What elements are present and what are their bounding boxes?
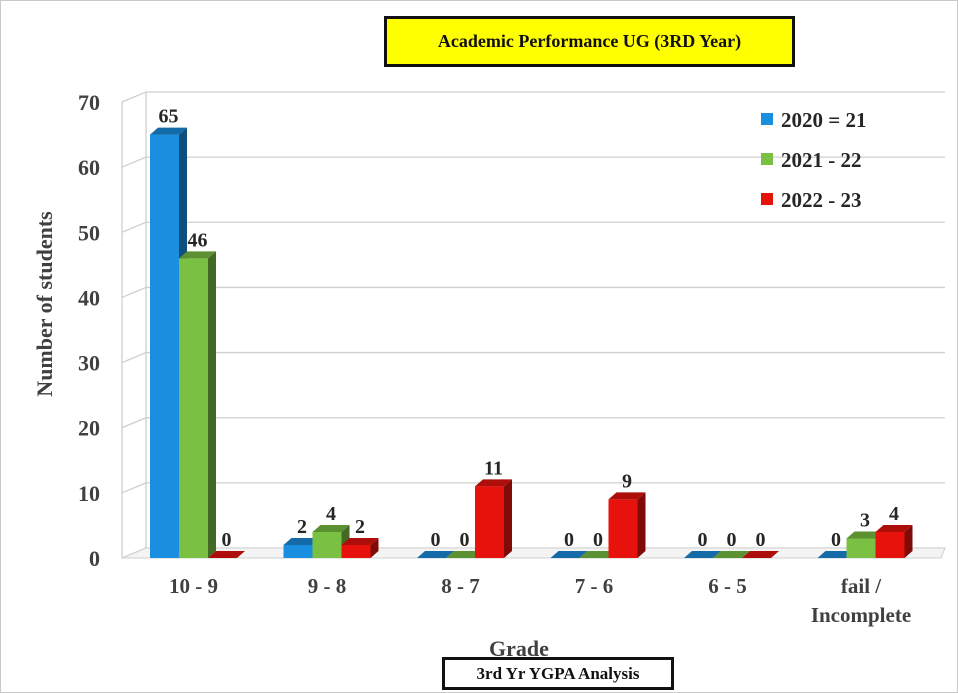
chart-caption: 3rd Yr YGPA Analysis: [442, 657, 674, 690]
bar-top: [550, 551, 588, 558]
legend-swatch: [761, 193, 773, 205]
legend-swatch: [761, 113, 773, 125]
y-tick-label: 40: [78, 285, 100, 310]
bar-top: [475, 479, 512, 487]
bar-top: [579, 551, 617, 558]
data-label: 4: [326, 503, 336, 525]
legend-label: 2022 - 23: [781, 188, 862, 212]
y-tick-label: 70: [78, 90, 100, 115]
data-label: 9: [622, 470, 632, 492]
x-axis-ticks: 10 - 9 9 - 8 8 - 7 7 - 6 6 - 5 fail / Incomple…: [169, 574, 911, 627]
bar-top: [446, 551, 483, 558]
y-axis-title: Number of students: [32, 211, 57, 397]
bar-top: [312, 524, 350, 532]
data-label: 0: [564, 529, 574, 551]
data-label: 0: [222, 529, 232, 551]
bars: [150, 127, 913, 559]
bar: [341, 544, 371, 558]
y-tick-label: 30: [78, 351, 100, 376]
data-label: 2: [355, 516, 365, 538]
y-tick-label: 10: [78, 481, 100, 506]
bar-top: [742, 551, 779, 558]
bar: [312, 531, 342, 558]
bar-side: [904, 524, 913, 558]
bar-top: [341, 537, 379, 545]
gridline-depth: [121, 156, 147, 168]
gridline-depth: [121, 221, 147, 233]
data-label: 46: [188, 229, 208, 251]
x-tick-label: 8 - 7: [441, 574, 480, 598]
y-tick-label: 20: [78, 416, 100, 441]
bar-side: [637, 492, 646, 558]
bar-top: [283, 537, 321, 545]
y-tick-label: 60: [78, 155, 100, 180]
data-label: 3: [860, 509, 870, 531]
data-label: 0: [593, 529, 603, 551]
x-tick-label: 9 - 8: [308, 574, 347, 598]
x-tick-label: 10 - 9: [169, 574, 218, 598]
legend-label: 2021 - 22: [781, 148, 862, 172]
x-axis-title: Grade: [489, 636, 549, 661]
bar-top: [179, 251, 216, 259]
y-tick-label: 0: [89, 546, 100, 571]
bar-top: [846, 531, 884, 539]
data-label: 2: [297, 516, 307, 538]
data-label: 0: [756, 529, 766, 551]
gridline-depth: [121, 417, 147, 429]
data-label: 0: [727, 529, 737, 551]
gridline-depth: [121, 91, 147, 103]
gridline-depth: [121, 351, 147, 364]
x-tick-label: Incomplete: [811, 603, 911, 627]
gridline-depth: [121, 482, 147, 494]
x-tick-label: 7 - 6: [575, 574, 614, 598]
bar-side: [370, 537, 379, 558]
data-label: 11: [484, 457, 503, 479]
bar-side: [208, 251, 216, 559]
chart-title: Academic Performance UG (3RD Year): [384, 16, 795, 67]
data-label: 4: [889, 503, 899, 525]
bar-top: [208, 551, 245, 558]
legend-label: 2020 = 21: [781, 108, 866, 132]
bar: [846, 538, 876, 558]
data-label: 65: [159, 106, 179, 128]
bar: [875, 531, 905, 558]
bar-side: [504, 479, 512, 558]
y-axis-ticks: 0 10 20 30 40 50 60 70: [78, 90, 100, 571]
bar: [608, 499, 638, 558]
bar: [475, 486, 504, 558]
legend: 2020 = 21 2021 - 22 2022 - 23: [761, 108, 866, 212]
gridlines: [121, 91, 945, 559]
data-label: 0: [460, 529, 470, 551]
bar-top: [713, 551, 750, 558]
x-tick-label: 6 - 5: [708, 574, 747, 598]
bar-top: [684, 551, 721, 558]
bar: [179, 258, 208, 558]
data-label: 0: [431, 529, 441, 551]
gridline-depth: [121, 286, 147, 299]
data-label: 0: [831, 529, 841, 551]
y-tick-label: 50: [78, 220, 100, 245]
data-label: 0: [698, 529, 708, 551]
bar-top: [875, 524, 913, 532]
bar-top: [417, 551, 454, 558]
bar: [150, 134, 179, 559]
bar: [283, 544, 313, 558]
legend-swatch: [761, 153, 773, 165]
x-tick-label: fail /: [841, 574, 882, 598]
bar-top: [608, 492, 646, 500]
bar-top: [817, 551, 855, 558]
bar-top: [150, 127, 187, 135]
